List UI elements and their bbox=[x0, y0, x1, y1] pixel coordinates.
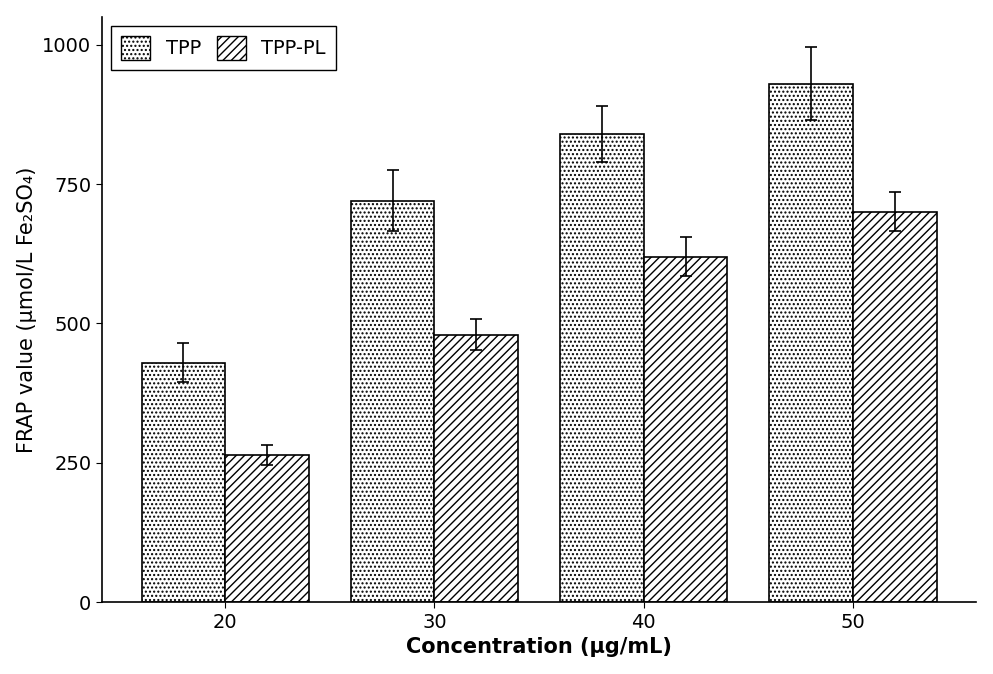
Bar bbox=[853, 212, 936, 603]
Bar bbox=[434, 334, 518, 603]
Legend: TPP, TPP-PL: TPP, TPP-PL bbox=[111, 26, 336, 69]
Y-axis label: FRAP value (μmol/L Fe₂SO₄): FRAP value (μmol/L Fe₂SO₄) bbox=[17, 166, 37, 453]
X-axis label: Concentration (μg/mL): Concentration (μg/mL) bbox=[406, 638, 672, 657]
Bar bbox=[142, 363, 225, 603]
Bar bbox=[560, 134, 643, 603]
Bar bbox=[770, 84, 853, 603]
Bar bbox=[643, 257, 727, 603]
Bar bbox=[351, 201, 434, 603]
Bar bbox=[225, 454, 309, 603]
